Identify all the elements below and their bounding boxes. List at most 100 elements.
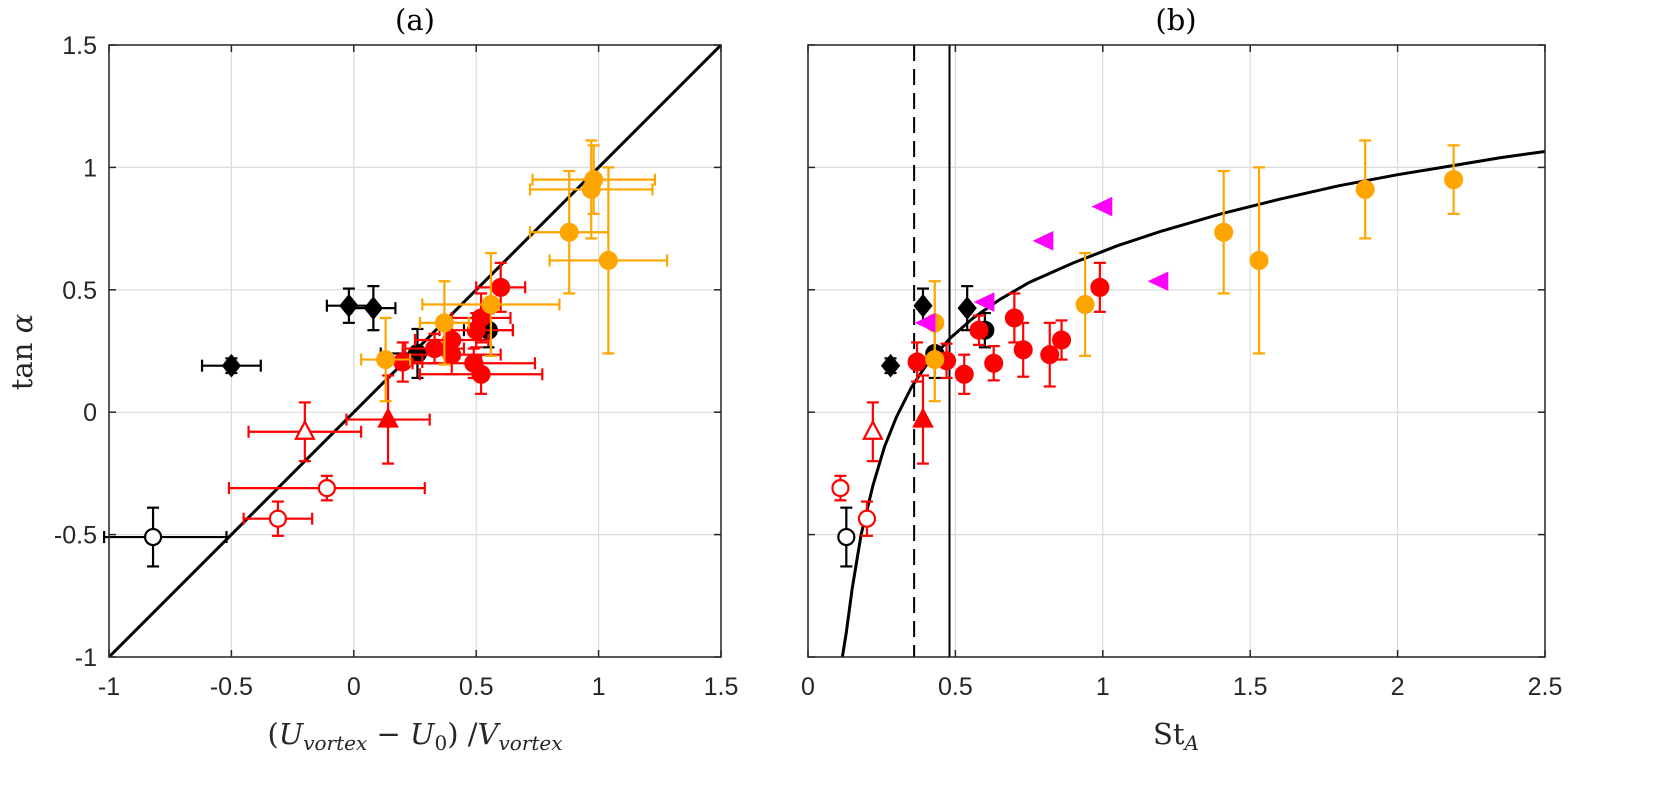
marker-triangle: [912, 407, 934, 428]
y-tick-label: -1: [75, 644, 97, 672]
marker-circle: [969, 320, 989, 340]
panel-a-title: (a): [395, 3, 435, 37]
data-point: [360, 316, 412, 403]
marker-circle: [1249, 250, 1269, 270]
x-tick-label: 0: [801, 673, 815, 701]
data-point: [1249, 166, 1269, 355]
data-point: [247, 401, 363, 463]
data-point: [969, 314, 989, 346]
marker-circle: [1040, 345, 1060, 365]
series-triangle: [345, 374, 431, 465]
marker-circle: [598, 250, 618, 270]
marker-triangle-left: [914, 313, 936, 333]
series-circle: [360, 139, 669, 403]
panel-a-ticks: -1 -0.5 0 0.5 1 1.5 -1 -0.5 0 0.5 1 1.5: [54, 32, 738, 701]
y-tick-label: 0.5: [62, 277, 97, 305]
series-triangle-open: [247, 401, 363, 463]
marker-circle: [907, 352, 927, 372]
data-point: [548, 166, 669, 355]
data-point: [957, 285, 977, 332]
marker-circle: [471, 364, 491, 384]
panel-b-title: (b): [1155, 3, 1196, 37]
data-point: [242, 500, 314, 537]
series-triangle-left: [914, 196, 1169, 333]
series-circle-open: [103, 506, 228, 568]
marker-circle: [491, 277, 511, 297]
panel-a-grid: [108, 44, 722, 658]
data-point: [837, 506, 856, 568]
marker-circle: [1075, 294, 1095, 314]
marker-circle: [1090, 277, 1110, 297]
series-circle: [925, 139, 1464, 403]
marker-circle: [584, 170, 604, 190]
data-point: [914, 313, 936, 333]
marker-circle: [481, 294, 501, 314]
data-point: [984, 345, 1004, 382]
marker-triangle-left: [1032, 231, 1054, 251]
marker-diamond: [957, 296, 977, 320]
series-circle-open: [837, 506, 856, 568]
marker-diamond: [913, 293, 933, 318]
marker-circle-open: [831, 478, 850, 498]
marker-diamond: [221, 353, 242, 378]
y-tick-label: 1: [83, 154, 97, 182]
marker-diamond: [339, 293, 359, 318]
series-triangle-open: [862, 401, 884, 463]
panel-a-frame: [108, 44, 722, 658]
panel-b-markers: [831, 139, 1464, 568]
x-tick-label: 2.5: [1528, 673, 1563, 701]
series-triangle: [912, 374, 934, 465]
data-point: [1052, 319, 1072, 361]
data-point: [862, 401, 884, 463]
data-point: [912, 374, 934, 465]
marker-circle-open: [268, 509, 288, 528]
data-point: [954, 353, 974, 395]
panel-b-ticks: 0 0.5 1 1.5 2 2.5: [801, 44, 1563, 701]
panel-a: -1 -0.5 0 0.5 1 1.5 -1 -0.5 0 0.5 1 1.5 (a) (Uvorte…: [5, 3, 738, 755]
data-point: [880, 353, 901, 378]
marker-circle: [376, 350, 396, 370]
data-point: [973, 292, 995, 312]
panel-a-xlabel: (Uvortex − U0) /Vvortex: [267, 717, 562, 755]
series-diamond: [880, 285, 977, 378]
data-point: [1032, 231, 1054, 251]
marker-circle-open: [857, 509, 877, 528]
marker-circle: [1444, 170, 1464, 190]
marker-triangle-left: [973, 292, 995, 312]
data-point: [531, 144, 657, 216]
panel-a-markers: [103, 139, 669, 568]
series-circle-open: [831, 474, 877, 537]
data-point: [1444, 144, 1464, 216]
panel-a-ylabel: tan α: [5, 314, 39, 390]
marker-circle: [1355, 179, 1375, 199]
data-point: [345, 374, 431, 465]
series-circle-open: [227, 474, 426, 537]
marker-circle-open: [837, 527, 856, 547]
panel-b-frame: [807, 44, 1546, 658]
x-tick-label: -0.5: [210, 673, 253, 701]
data-point: [831, 474, 850, 502]
x-tick-label: 1.5: [1233, 673, 1268, 701]
marker-circle-open: [317, 478, 336, 498]
x-tick-label: 2: [1391, 673, 1405, 701]
marker-circle: [1004, 308, 1024, 328]
marker-circle: [984, 353, 1004, 373]
data-point: [907, 341, 927, 383]
data-point: [421, 251, 561, 357]
data-point: [418, 280, 470, 366]
x-tick-label: 1.5: [704, 673, 739, 701]
data-point: [1091, 196, 1113, 217]
marker-circle: [434, 313, 454, 333]
x-tick-label: 0: [347, 673, 361, 701]
panel-b-plot-area: [808, 45, 1545, 657]
y-tick-label: 0: [83, 399, 97, 427]
marker-circle: [1214, 222, 1234, 242]
marker-triangle-left: [1091, 196, 1113, 217]
data-point: [1090, 261, 1110, 313]
x-tick-label: -1: [98, 673, 120, 701]
y-tick-label: 1.5: [62, 32, 97, 60]
data-point: [200, 353, 262, 378]
data-point: [418, 353, 544, 395]
marker-triangle: [377, 407, 399, 428]
marker-triangle-open: [294, 419, 316, 440]
